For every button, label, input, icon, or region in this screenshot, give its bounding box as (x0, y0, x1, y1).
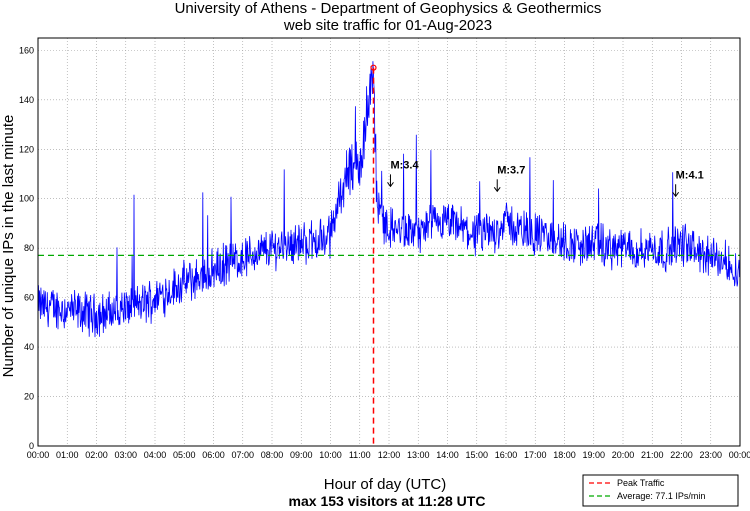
earthquake-annotation-label: M:3.4 (390, 159, 419, 171)
earthquake-arrowhead (493, 187, 501, 193)
x-tick-label: 04:00 (144, 450, 167, 460)
legend-box (582, 474, 739, 507)
earthquake-arrowhead (672, 191, 680, 198)
x-tick-label: 22:00 (670, 450, 693, 460)
series-line (37, 61, 741, 338)
x-tick-label: 17:00 (524, 450, 547, 460)
x-tick-label: 02:00 (85, 450, 108, 460)
legend: Peak Traffic Average: 77.1 IPs/min (582, 474, 739, 507)
y-tick-label: 0 (29, 441, 34, 451)
x-tick-label: 21:00 (641, 450, 664, 460)
y-tick-label: 20 (24, 392, 34, 402)
x-tick-label: 08:00 (261, 450, 284, 460)
annotations: M:3.4 M:3.7 M:4.1 (387, 159, 704, 198)
x-tick-label: 01:00 (56, 450, 79, 460)
y-tick-label: 40 (24, 342, 34, 352)
x-tick-label: 07:00 (231, 450, 254, 460)
y-tick-label: 120 (19, 144, 34, 154)
x-tick-label: 14:00 (436, 450, 459, 460)
chart-title-line1: University of Athens - Department of Geo… (175, 0, 602, 17)
max-visitors-subtitle: max 153 visitors at 11:28 UTC (289, 493, 486, 509)
x-tick-label: 12:00 (378, 450, 401, 460)
x-tick-label: 10:00 (319, 450, 342, 460)
x-tick-label: 16:00 (495, 450, 518, 460)
earthquake-arrowhead (387, 182, 394, 188)
y-tick-label: 160 (19, 45, 34, 55)
x-tick-label: 18:00 (553, 450, 576, 460)
chart-title-line2: web site traffic for 01-Aug-2023 (283, 17, 492, 34)
x-axis-ticks: 00:00 01:00 02:00 03:00 04:00 05:00 06:00 07:00… (27, 450, 750, 460)
x-tick-label: 00:00 (729, 450, 750, 460)
x-tick-label: 19:00 (582, 450, 605, 460)
y-tick-label: 100 (19, 194, 34, 204)
x-tick-label: 00:00 (27, 450, 50, 460)
x-tick-label: 20:00 (612, 450, 635, 460)
y-tick-label: 60 (24, 293, 34, 303)
legend-average-label: Average: 77.1 IPs/min (617, 491, 705, 501)
x-tick-label: 03:00 (114, 450, 137, 460)
x-tick-label: 15:00 (465, 450, 488, 460)
x-tick-label: 11:00 (349, 450, 371, 460)
x-axis-label: Hour of day (UTC) (324, 476, 447, 493)
x-tick-label: 13:00 (407, 450, 430, 460)
x-tick-label: 23:00 (699, 450, 722, 460)
x-tick-label: 05:00 (173, 450, 196, 460)
earthquake-annotation-label: M:3.7 (497, 164, 525, 176)
x-tick-label: 09:00 (290, 450, 313, 460)
y-tick-label: 80 (24, 243, 34, 253)
legend-peak-label: Peak Traffic (617, 478, 665, 488)
y-axis-label: Number of unique IPs in the last minute (0, 115, 17, 378)
x-tick-label: 06:00 (202, 450, 225, 460)
peak-marker (370, 64, 377, 71)
y-axis-ticks: 0 20 40 60 80 100 120 140 160 (19, 45, 34, 451)
earthquake-annotation-label: M:4.1 (676, 169, 704, 181)
y-tick-label: 140 (19, 95, 34, 105)
grid (38, 38, 740, 446)
plot-frame (37, 37, 741, 447)
